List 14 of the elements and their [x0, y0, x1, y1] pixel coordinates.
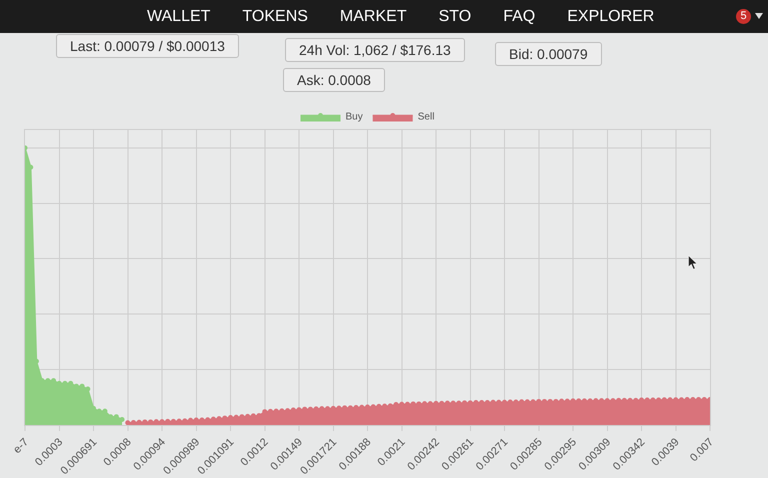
legend-label: Buy — [346, 111, 363, 122]
text: STO — [438, 8, 472, 26]
text: TOKENS — [242, 8, 308, 26]
text: Bid: 0.00079 — [495, 42, 602, 66]
x-tick-label: e-7 — [11, 436, 32, 456]
legend-label: Sell — [418, 111, 434, 122]
text: Last: 0.00079 / $0.00013 — [56, 34, 239, 58]
text: 24h Vol: 1,062 / $176.13 — [285, 38, 465, 62]
text: WALLET — [147, 8, 210, 26]
text: 5 — [736, 9, 751, 24]
text: MARKET — [340, 8, 407, 26]
text: FAQ — [503, 8, 536, 26]
text: EXPLORER — [567, 8, 654, 26]
text: Ask: 0.0008 — [283, 68, 385, 92]
